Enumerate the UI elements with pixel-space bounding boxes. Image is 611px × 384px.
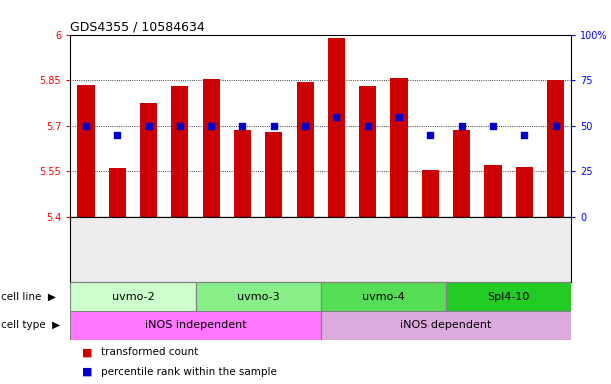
Text: percentile rank within the sample: percentile rank within the sample: [101, 367, 277, 377]
Text: iNOS dependent: iNOS dependent: [400, 320, 492, 331]
Bar: [164, 217, 196, 282]
Point: [175, 123, 185, 129]
Point: [207, 123, 216, 129]
Bar: [352, 217, 384, 282]
Point: [363, 123, 373, 129]
Bar: [415, 217, 446, 282]
Bar: [203, 79, 220, 217]
Bar: [109, 168, 126, 217]
Bar: [477, 217, 509, 282]
Bar: [485, 165, 502, 217]
Bar: [384, 217, 415, 282]
Text: uvmo-2: uvmo-2: [112, 291, 154, 302]
Bar: [265, 132, 282, 217]
Bar: [101, 217, 133, 282]
Bar: [296, 82, 313, 217]
Bar: [258, 217, 290, 282]
Bar: [446, 282, 571, 311]
Bar: [196, 217, 227, 282]
Text: transformed count: transformed count: [101, 347, 198, 357]
Point: [112, 132, 122, 138]
Point: [269, 123, 279, 129]
Text: uvmo-4: uvmo-4: [362, 291, 404, 302]
Bar: [70, 217, 101, 282]
Text: iNOS independent: iNOS independent: [145, 320, 246, 331]
Point: [332, 114, 342, 120]
Bar: [70, 311, 321, 340]
Bar: [70, 282, 196, 311]
Bar: [422, 170, 439, 217]
Bar: [234, 130, 251, 217]
Bar: [446, 217, 477, 282]
Point: [457, 123, 467, 129]
Bar: [171, 86, 188, 217]
Point: [394, 114, 404, 120]
Text: ■: ■: [82, 367, 97, 377]
Bar: [516, 167, 533, 217]
Bar: [547, 79, 564, 217]
Text: ■: ■: [82, 347, 97, 357]
Point: [300, 123, 310, 129]
Bar: [227, 217, 258, 282]
Text: cell line  ▶: cell line ▶: [1, 291, 56, 302]
Bar: [321, 282, 446, 311]
Bar: [453, 130, 470, 217]
Bar: [390, 78, 408, 217]
Text: cell type  ▶: cell type ▶: [1, 320, 60, 331]
Point: [81, 123, 91, 129]
Bar: [133, 217, 164, 282]
Bar: [290, 217, 321, 282]
Bar: [78, 85, 95, 217]
Point: [238, 123, 247, 129]
Text: Spl4-10: Spl4-10: [488, 291, 530, 302]
Bar: [509, 217, 540, 282]
Point: [144, 123, 153, 129]
Point: [425, 132, 435, 138]
Bar: [196, 282, 321, 311]
Bar: [540, 217, 571, 282]
Point: [519, 132, 529, 138]
Point: [551, 123, 560, 129]
Point: [488, 123, 498, 129]
Text: GDS4355 / 10584634: GDS4355 / 10584634: [70, 20, 205, 33]
Bar: [328, 38, 345, 217]
Bar: [321, 311, 571, 340]
Bar: [140, 103, 157, 217]
Bar: [359, 86, 376, 217]
Bar: [321, 217, 352, 282]
Text: uvmo-3: uvmo-3: [237, 291, 279, 302]
